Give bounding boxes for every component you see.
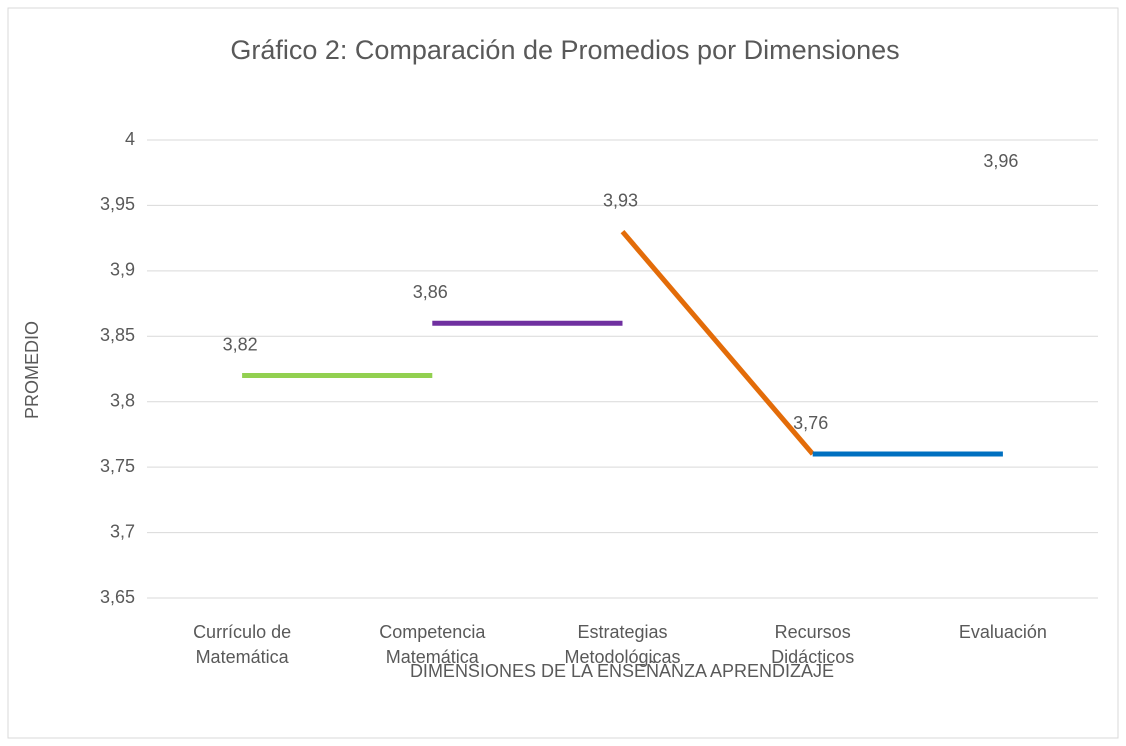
y-tick-label: 3,85 <box>100 325 135 345</box>
data-label: 3,82 <box>223 334 258 354</box>
x-tick-line: Competencia <box>379 622 486 642</box>
y-tick-label: 3,7 <box>110 521 135 541</box>
data-label: 3,93 <box>603 190 638 210</box>
x-tick-label: Currículo de Matemática <box>193 622 291 667</box>
x-tick-label: Evaluación <box>959 622 1047 642</box>
x-tick-label: Estrategias Metodológicas <box>564 622 680 667</box>
y-tick-label: 3,9 <box>110 260 135 280</box>
chart-border <box>7 7 1119 739</box>
y-tick-label: 4 <box>125 129 135 149</box>
line-series <box>620 229 815 456</box>
x-tick-line: Matemática <box>386 647 480 667</box>
y-tick-label: 3,8 <box>110 390 135 410</box>
chart-title: Gráfico 2: Comparación de Promedios por … <box>230 35 899 65</box>
x-tick-line: Recursos <box>775 622 851 642</box>
y-axis-label: PROMEDIO <box>22 321 42 419</box>
data-label: 3,86 <box>413 282 448 302</box>
x-tick-label: Recursos Didácticos <box>771 622 854 667</box>
x-tick-line: Evaluación <box>959 622 1047 642</box>
y-tick-label: 3,75 <box>100 456 135 476</box>
x-tick-label: Competencia Matemática <box>379 622 486 667</box>
x-tick-line: Didácticos <box>771 647 854 667</box>
y-tick-label: 3,95 <box>100 194 135 214</box>
x-tick-line: Metodológicas <box>564 647 680 667</box>
data-label: 3,76 <box>793 413 828 433</box>
y-tick-label: 3,65 <box>100 587 135 607</box>
x-tick-line: Matemática <box>196 647 290 667</box>
x-axis-label: DIMENSIONES DE LA ENSEÑANZA APRENDIZAJE <box>410 660 834 681</box>
x-tick-line: Estrategias <box>577 622 667 642</box>
data-label: 3,96 <box>983 151 1018 171</box>
x-tick-line: Currículo de <box>193 622 291 642</box>
